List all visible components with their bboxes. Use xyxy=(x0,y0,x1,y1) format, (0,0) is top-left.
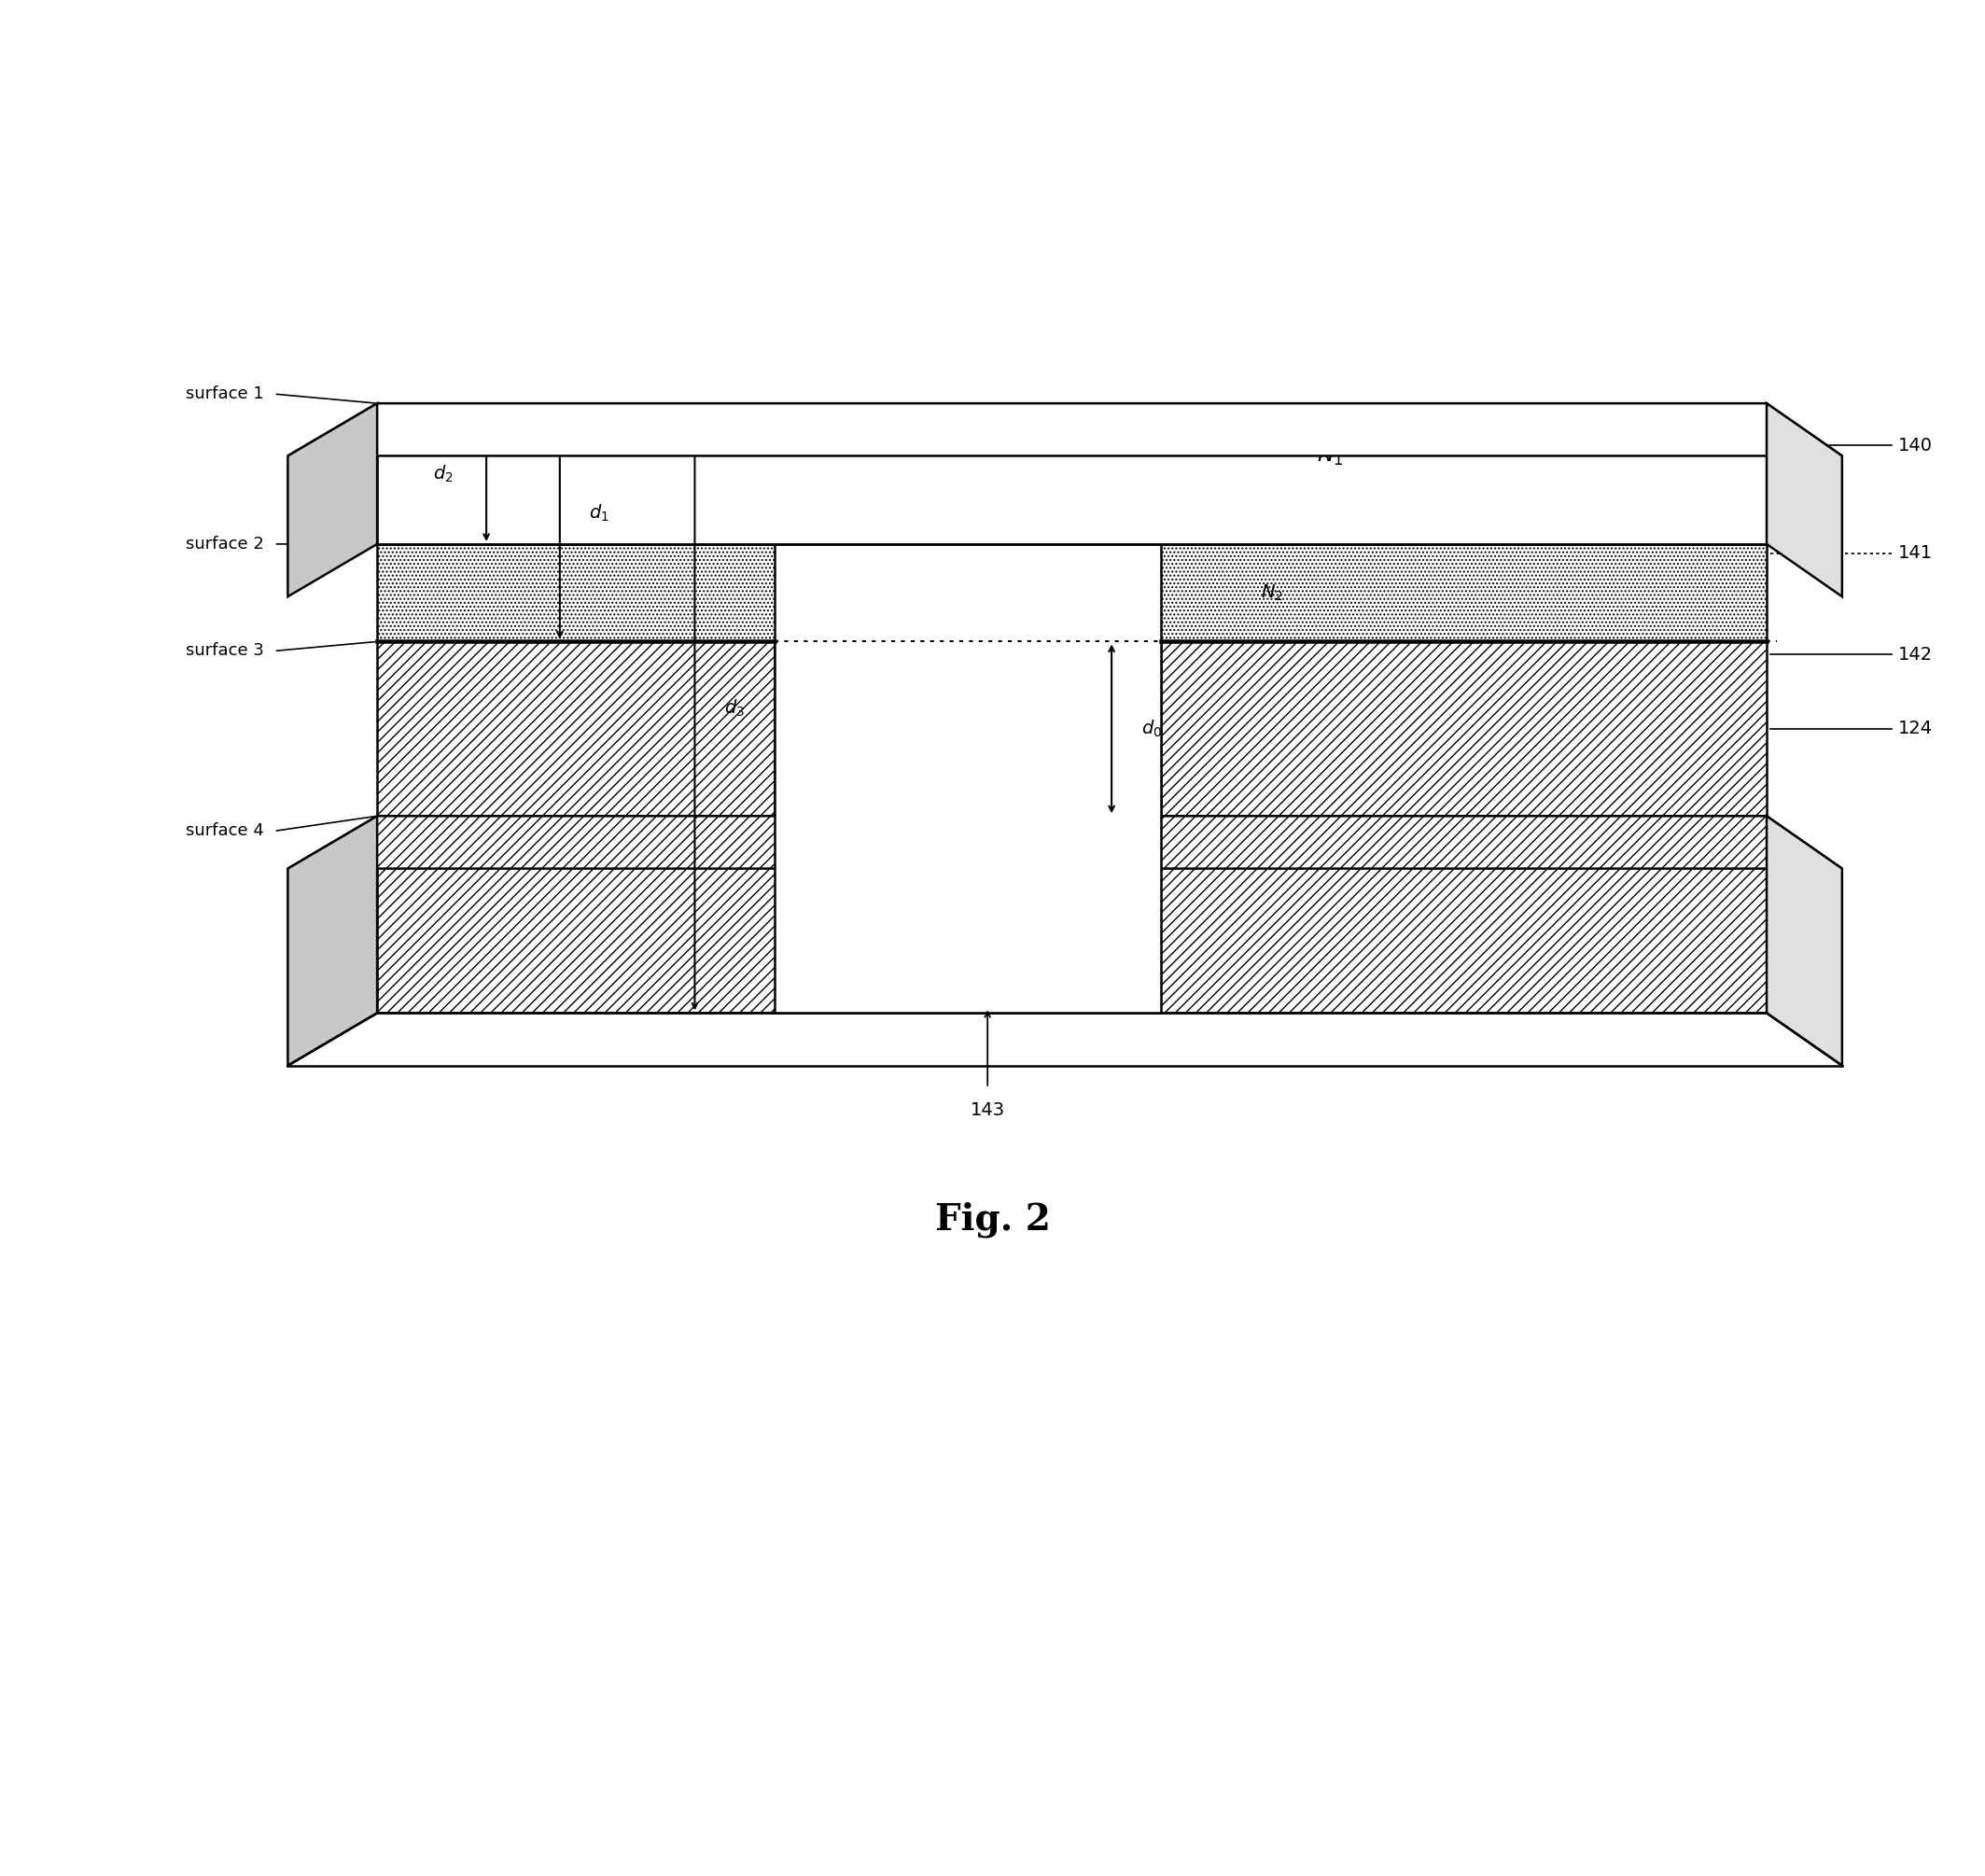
Text: surface 4: surface 4 xyxy=(187,824,264,839)
Bar xyxy=(774,642,1161,1013)
Polygon shape xyxy=(1767,816,1842,1066)
Bar xyxy=(377,816,1767,1013)
Text: 143: 143 xyxy=(971,1101,1004,1120)
Bar xyxy=(377,544,774,642)
Text: $d_2$: $d_2$ xyxy=(433,463,453,484)
Bar xyxy=(377,642,774,816)
Text: 141: 141 xyxy=(1898,544,1931,563)
Text: surface 1: surface 1 xyxy=(187,386,264,401)
Bar xyxy=(1161,642,1767,816)
Polygon shape xyxy=(1767,403,1842,597)
Text: 140: 140 xyxy=(1898,437,1931,454)
Text: Fig. 2: Fig. 2 xyxy=(935,1201,1050,1238)
Polygon shape xyxy=(288,816,1842,869)
Text: $N_1$: $N_1$ xyxy=(1316,443,1344,467)
Bar xyxy=(377,403,1767,544)
Text: $d_3$: $d_3$ xyxy=(725,698,744,719)
Polygon shape xyxy=(288,816,377,1066)
Text: 124: 124 xyxy=(1898,720,1931,737)
Polygon shape xyxy=(288,403,377,597)
Text: surface 3: surface 3 xyxy=(187,643,264,658)
Text: $d_1$: $d_1$ xyxy=(590,503,609,523)
Text: $d_0$: $d_0$ xyxy=(1141,719,1161,739)
Text: surface 2: surface 2 xyxy=(187,537,264,552)
Bar xyxy=(1161,544,1767,642)
Text: $N_2$: $N_2$ xyxy=(1260,583,1282,602)
Text: 142: 142 xyxy=(1898,645,1931,664)
Polygon shape xyxy=(288,403,1842,456)
